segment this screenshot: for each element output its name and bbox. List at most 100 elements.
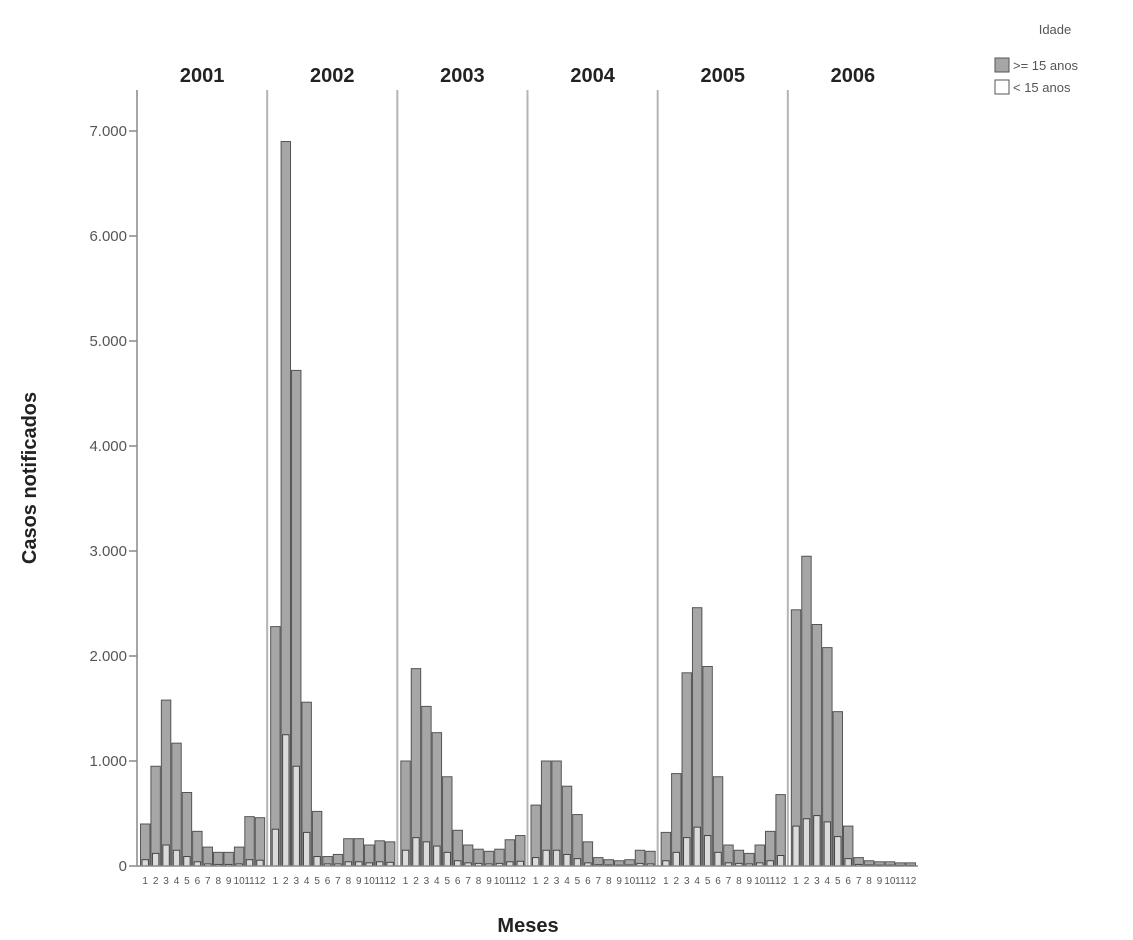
- month-tick-label: 6: [195, 876, 201, 887]
- month-tick-label: 3: [293, 876, 299, 887]
- month-tick-label: 6: [715, 876, 721, 887]
- month-tick-label: 2: [283, 876, 289, 887]
- month-tick-label: 8: [215, 876, 221, 887]
- bar-ge15-2005-3: [681, 672, 692, 867]
- bar-lt15-2006-6: [844, 858, 852, 867]
- month-tick-label: 9: [747, 876, 753, 887]
- bar-ge15-2001-6: [192, 830, 203, 867]
- y-axis-title: Casos notificados: [19, 392, 41, 564]
- month-tick-label: 7: [465, 876, 471, 887]
- month-tick-label: 10: [494, 876, 506, 887]
- bar-lt15-2001-4: [172, 849, 181, 867]
- y-tick-label: 0: [119, 858, 127, 875]
- month-tick-label: 6: [455, 876, 461, 887]
- month-tick-label: 10: [364, 876, 376, 887]
- year-label: 2001: [180, 65, 225, 87]
- month-tick-label: 1: [793, 876, 799, 887]
- bar-ge15-2001-11: [244, 816, 255, 867]
- month-tick-label: 6: [845, 876, 851, 887]
- month-tick-label: 11: [505, 876, 516, 887]
- y-tick-label: 3.000: [89, 543, 127, 560]
- bar-lt15-2003-3: [422, 841, 431, 867]
- month-tick-label: 12: [515, 876, 527, 887]
- month-tick-label: 10: [624, 876, 636, 887]
- month-tick-label: 1: [403, 876, 409, 887]
- month-tick-label: 4: [174, 876, 180, 887]
- month-tick-label: 12: [775, 876, 787, 887]
- month-tick-label: 2: [153, 876, 159, 887]
- year-label: 2002: [310, 65, 355, 87]
- legend-swatch: [994, 57, 1010, 73]
- bar-lt15-2005-4: [693, 826, 701, 867]
- bar-lt15-2004-1: [532, 857, 540, 867]
- month-tick-label: 6: [325, 876, 331, 887]
- month-tick-label: 3: [163, 876, 169, 887]
- month-tick-label: 5: [705, 876, 711, 887]
- bar-lt15-2001-5: [183, 856, 191, 867]
- month-tick-label: 4: [564, 876, 570, 887]
- month-tick-label: 11: [895, 876, 906, 887]
- bar-lt15-2002-1: [271, 828, 280, 867]
- month-tick-label: 2: [804, 876, 810, 887]
- bar-lt15-2004-5: [573, 858, 582, 867]
- month-tick-label: 5: [444, 876, 450, 887]
- bar-lt15-2003-6: [453, 860, 462, 867]
- month-tick-label: 8: [346, 876, 352, 887]
- legend-swatch: [994, 79, 1010, 95]
- bar-lt15-2003-5: [443, 851, 451, 867]
- month-tick-label: 3: [814, 876, 820, 887]
- month-tick-label: 1: [533, 876, 539, 887]
- month-tick-label: 5: [184, 876, 190, 887]
- month-tick-label: 5: [314, 876, 320, 887]
- month-tick-label: 1: [663, 876, 669, 887]
- month-tick-label: 8: [606, 876, 612, 887]
- month-tick-label: 8: [476, 876, 482, 887]
- bar-lt15-2006-3: [813, 815, 821, 867]
- month-tick-label: 3: [424, 876, 430, 887]
- bar-lt15-2005-5: [703, 835, 712, 867]
- month-tick-label: 6: [585, 876, 591, 887]
- month-tick-label: 11: [374, 876, 385, 887]
- year-label: 2005: [701, 65, 746, 87]
- bar-lt15-2006-4: [823, 821, 832, 867]
- month-tick-label: 10: [884, 876, 896, 887]
- month-tick-label: 3: [684, 876, 690, 887]
- bar-lt15-2005-3: [683, 837, 691, 867]
- bar-lt15-2004-2: [542, 849, 550, 867]
- bar-lt15-2003-4: [433, 845, 441, 867]
- y-tick-label: 1.000: [89, 753, 127, 770]
- month-tick-label: 7: [335, 876, 341, 887]
- bar-lt15-2001-12: [256, 859, 264, 867]
- legend-entry-label: >= 15 anos: [1013, 58, 1079, 73]
- bar-lt15-2002-2: [282, 734, 290, 867]
- y-tick-label: 7.000: [89, 123, 127, 140]
- bar-lt15-2004-4: [563, 853, 571, 867]
- month-tick-label: 7: [205, 876, 211, 887]
- month-tick-label: 4: [694, 876, 700, 887]
- month-tick-label: 7: [726, 876, 732, 887]
- bar-lt15-2003-1: [401, 849, 410, 867]
- bar-lt15-2006-2: [802, 818, 811, 867]
- month-tick-label: 11: [635, 876, 646, 887]
- year-label: 2003: [440, 65, 485, 87]
- bar-ge15-2001-7: [202, 846, 214, 867]
- month-tick-label: 1: [142, 876, 148, 887]
- bar-lt15-2001-1: [141, 859, 149, 867]
- y-tick-label: 4.000: [89, 438, 127, 455]
- bar-lt15-2002-5: [313, 856, 321, 867]
- bar-lt15-2001-11: [245, 859, 254, 867]
- month-tick-label: 9: [616, 876, 622, 887]
- year-label: 2006: [831, 65, 876, 87]
- month-tick-label: 2: [413, 876, 419, 887]
- bar-ge15-2001-2: [150, 765, 161, 867]
- month-tick-label: 12: [645, 876, 657, 887]
- month-tick-label: 1: [273, 876, 279, 887]
- bar-ge15-2001-5: [181, 792, 193, 867]
